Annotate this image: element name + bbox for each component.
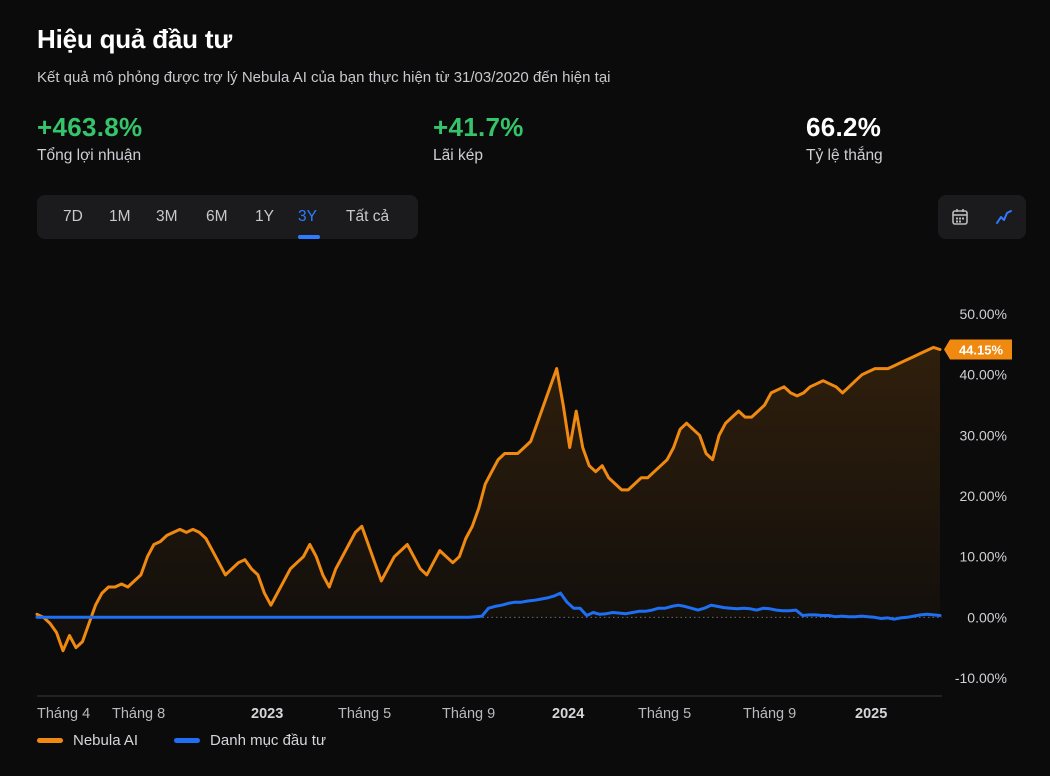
x-tick-label: Tháng 5: [338, 706, 391, 722]
stat-label: Tỷ lệ thắng: [806, 147, 883, 164]
x-tick-label: Tháng 9: [743, 706, 796, 722]
range-7d-button[interactable]: 7D: [63, 208, 83, 225]
chart-legend: Nebula AI Danh mục đầu tư: [37, 732, 362, 749]
legend-swatch: [174, 738, 201, 743]
range-3y-button[interactable]: 3Y: [298, 208, 317, 225]
stat-label: Tổng lợi nhuận: [37, 147, 142, 164]
x-tick-label: 2025: [855, 706, 887, 722]
y-tick-label: 10.00%: [960, 549, 1007, 565]
y-tick-label: 0.00%: [967, 609, 1007, 625]
stat-compound-interest: +41.7% Lãi kép: [433, 112, 524, 165]
legend-item-portfolio[interactable]: Danh mục đầu tư: [174, 732, 326, 749]
page-title: Hiệu quả đầu tư: [37, 24, 232, 54]
legend-swatch: [37, 738, 63, 743]
y-tick-label: 40.00%: [960, 367, 1007, 383]
calendar-icon[interactable]: [948, 205, 972, 229]
range-6m-button[interactable]: 6M: [206, 208, 228, 225]
active-range-indicator: [298, 235, 320, 239]
series-line-portfolio: [35, 591, 942, 621]
range-all-button[interactable]: Tất cả: [346, 208, 390, 225]
time-range-selector: 7D 1M 3M 6M 1Y 3Y Tất cả: [37, 195, 418, 239]
stat-value: +463.8%: [37, 112, 143, 142]
last-value-label: 44.15%: [959, 342, 1004, 357]
x-tick-label: Tháng 5: [638, 706, 691, 722]
series-area-nebula: [37, 347, 940, 651]
range-1y-button[interactable]: 1Y: [255, 208, 274, 225]
legend-item-nebula[interactable]: Nebula AI: [37, 732, 138, 749]
stat-value: +41.7%: [433, 112, 524, 142]
page-subtitle: Kết quả mô phỏng được trợ lý Nebula AI c…: [37, 69, 611, 86]
x-tick-label: Tháng 8: [112, 706, 165, 722]
range-1m-button[interactable]: 1M: [109, 208, 131, 225]
x-tick-label: Tháng 9: [442, 706, 495, 722]
x-tick-label: Tháng 4: [37, 706, 90, 722]
stat-win-rate: 66.2% Tỷ lệ thắng: [806, 112, 883, 165]
stat-label: Lãi kép: [433, 147, 483, 164]
stat-total-profit: +463.8% Tổng lợi nhuận: [37, 112, 142, 165]
y-tick-label: 30.00%: [960, 427, 1007, 443]
y-tick-label: -10.00%: [955, 670, 1007, 686]
legend-label: Danh mục đầu tư: [210, 732, 326, 749]
x-tick-label: 2024: [552, 706, 584, 722]
range-3m-button[interactable]: 3M: [156, 208, 178, 225]
series-line-nebula: [35, 345, 942, 653]
view-toggle: [938, 195, 1026, 239]
line-chart-icon[interactable]: [992, 205, 1016, 229]
last-value-tag: [944, 339, 1012, 360]
y-tick-label: 20.00%: [960, 488, 1007, 504]
x-tick-label: 2023: [251, 706, 283, 722]
y-tick-label: 50.00%: [960, 306, 1007, 322]
legend-label: Nebula AI: [73, 732, 139, 749]
stat-value: 66.2%: [806, 112, 882, 142]
